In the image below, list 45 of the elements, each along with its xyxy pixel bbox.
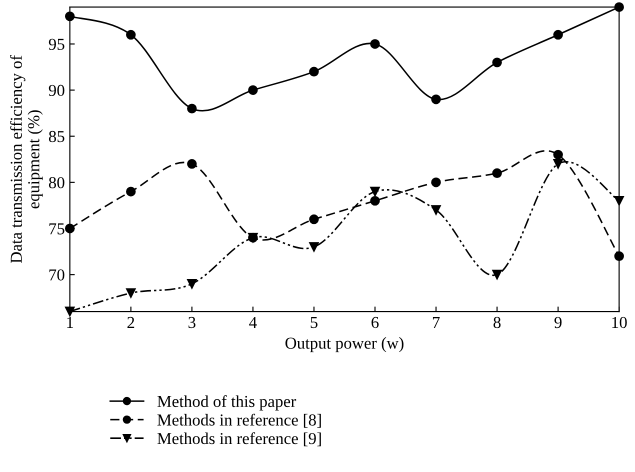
x-tick-label: 2	[127, 316, 134, 328]
legend-label: Method of this paper	[157, 395, 296, 410]
x-tick-label: 9	[554, 316, 562, 328]
x-tick-label: 7	[432, 317, 440, 328]
y-tick-label: 75	[49, 223, 64, 234]
point	[431, 178, 441, 188]
y-tick-label: 80	[48, 177, 64, 188]
x-tick-label: 4	[249, 316, 257, 328]
point	[492, 58, 502, 68]
point	[370, 39, 380, 49]
point	[370, 186, 380, 196]
point	[248, 85, 258, 95]
point	[309, 242, 319, 252]
point	[64, 224, 75, 234]
y-tick-label: 95	[48, 38, 64, 50]
point	[431, 94, 441, 104]
x-tick-label: 3	[188, 316, 196, 328]
point	[309, 214, 319, 224]
legend-label: Methods in reference [9]	[157, 432, 321, 446]
x-tick-label: 8	[494, 316, 501, 328]
point	[64, 306, 75, 316]
legend-label: Methods in reference [8]	[157, 414, 321, 428]
x-tick-label: 5	[310, 317, 318, 328]
y-tick-label: 70	[49, 269, 64, 281]
y-tick-label: 90	[48, 84, 64, 96]
point	[126, 288, 136, 298]
x-tick-label: 1	[67, 316, 74, 328]
point	[126, 30, 136, 40]
point	[187, 278, 197, 289]
y-tick-label: 85	[48, 130, 64, 142]
point	[126, 186, 136, 196]
point	[492, 168, 502, 178]
point	[187, 104, 197, 114]
point	[309, 66, 319, 77]
point	[431, 205, 441, 215]
point	[553, 30, 563, 40]
x-axis-title: Output power (w)	[285, 337, 404, 352]
point	[492, 270, 502, 280]
x-tick-label: 10	[612, 316, 627, 328]
point	[187, 159, 197, 169]
point	[370, 196, 380, 206]
point	[553, 159, 563, 169]
point	[553, 150, 563, 160]
x-tick-label: 6	[372, 316, 379, 328]
y-axis-title: Data transmission efficiency of equipment (%)	[10, 55, 43, 264]
